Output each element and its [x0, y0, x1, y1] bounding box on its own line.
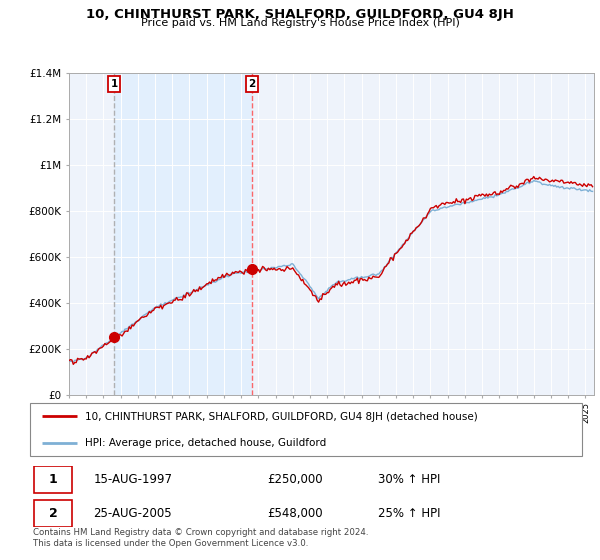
FancyBboxPatch shape — [34, 500, 72, 527]
Bar — [114, 73, 252, 395]
Text: 1: 1 — [49, 473, 58, 487]
Text: 15-AUG-1997: 15-AUG-1997 — [94, 473, 172, 487]
Text: 25% ↑ HPI: 25% ↑ HPI — [378, 507, 440, 520]
Text: 30% ↑ HPI: 30% ↑ HPI — [378, 473, 440, 487]
FancyBboxPatch shape — [30, 403, 582, 456]
Text: HPI: Average price, detached house, Guildford: HPI: Average price, detached house, Guil… — [85, 438, 326, 448]
Text: 2: 2 — [248, 79, 256, 89]
Text: Price paid vs. HM Land Registry's House Price Index (HPI): Price paid vs. HM Land Registry's House … — [140, 18, 460, 29]
Text: 1: 1 — [110, 79, 118, 89]
FancyBboxPatch shape — [34, 466, 72, 493]
Text: £250,000: £250,000 — [268, 473, 323, 487]
Text: 25-AUG-2005: 25-AUG-2005 — [94, 507, 172, 520]
Text: Contains HM Land Registry data © Crown copyright and database right 2024.
This d: Contains HM Land Registry data © Crown c… — [33, 528, 368, 548]
Text: 2: 2 — [49, 507, 58, 520]
Text: £548,000: £548,000 — [268, 507, 323, 520]
Text: 10, CHINTHURST PARK, SHALFORD, GUILDFORD, GU4 8JH: 10, CHINTHURST PARK, SHALFORD, GUILDFORD… — [86, 8, 514, 21]
Text: 10, CHINTHURST PARK, SHALFORD, GUILDFORD, GU4 8JH (detached house): 10, CHINTHURST PARK, SHALFORD, GUILDFORD… — [85, 412, 478, 422]
